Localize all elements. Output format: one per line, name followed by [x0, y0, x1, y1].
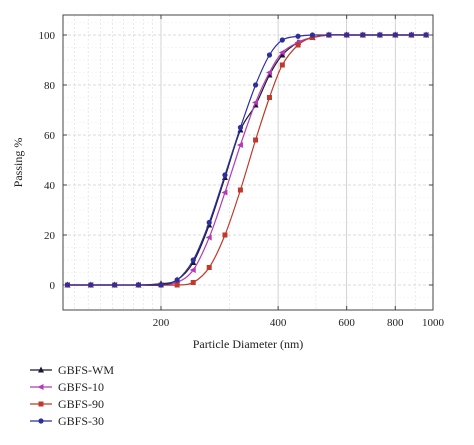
- data-point: [279, 51, 286, 58]
- data-point: [222, 232, 228, 238]
- data-point: [206, 219, 212, 226]
- series-gbfs-30: [64, 32, 429, 288]
- data-point: [190, 280, 196, 285]
- legend-marker: [38, 366, 44, 373]
- series-layer: [63, 31, 430, 288]
- legend-marker: [38, 401, 44, 407]
- x-tick-label: 800: [387, 317, 404, 329]
- plot-frame: [62, 14, 434, 311]
- data-point: [408, 32, 414, 38]
- series-line: [67, 34, 427, 286]
- legend-item: GBFS-30: [30, 414, 104, 428]
- x-tick-label: 1000: [422, 317, 445, 329]
- data-point: [295, 33, 301, 39]
- data-point: [189, 267, 196, 273]
- y-tick-label: 0: [50, 280, 56, 292]
- data-point: [135, 282, 142, 288]
- legend-marker: [37, 384, 44, 390]
- data-point: [174, 277, 180, 283]
- x-tick-label: 400: [270, 317, 287, 329]
- data-point: [222, 172, 228, 178]
- data-point: [237, 187, 243, 193]
- data-point: [279, 37, 285, 43]
- y-axis-title: Passing %: [11, 138, 25, 188]
- grid-layer: [63, 15, 434, 311]
- x-tick-label: 600: [338, 317, 355, 329]
- data-point: [392, 32, 398, 38]
- data-point: [190, 257, 196, 263]
- data-point: [252, 82, 259, 88]
- data-point: [88, 282, 94, 288]
- y-tick-label: 100: [39, 30, 56, 42]
- x-axis-title: Particle Diameter (nm): [193, 337, 304, 351]
- data-point: [295, 42, 301, 48]
- y-tick-label: 40: [44, 180, 56, 192]
- data-point: [278, 49, 285, 56]
- data-point: [423, 32, 429, 38]
- data-point: [377, 32, 383, 38]
- data-point: [265, 69, 272, 76]
- x-tick-label: 200: [153, 317, 170, 329]
- data-point: [344, 32, 350, 38]
- data-point: [252, 99, 259, 106]
- data-point: [279, 62, 285, 68]
- data-point: [326, 32, 332, 38]
- data-point: [158, 282, 164, 288]
- data-point: [309, 32, 316, 38]
- y-tick-label: 20: [44, 230, 56, 242]
- legend-label: GBFS-WM: [58, 363, 114, 377]
- y-tick-label: 60: [44, 130, 56, 142]
- data-point: [360, 32, 366, 38]
- data-point: [236, 142, 243, 148]
- series-gbfs-wm: [64, 31, 430, 288]
- data-point: [206, 265, 212, 270]
- legend-label: GBFS-10: [58, 380, 104, 394]
- series-gbfs-10: [63, 32, 429, 288]
- data-point: [64, 282, 71, 288]
- legend-marker: [38, 418, 44, 424]
- data-point: [253, 137, 259, 143]
- data-point: [174, 282, 180, 288]
- data-point: [205, 234, 212, 241]
- legend-item: GBFS-WM: [30, 363, 114, 377]
- data-point: [266, 95, 272, 100]
- data-point: [112, 282, 118, 288]
- y-tick-label: 80: [44, 80, 56, 92]
- legend-item: GBFS-10: [30, 380, 104, 394]
- legend-label: GBFS-90: [58, 397, 104, 411]
- ticks-layer: 200 400 600 800 1000 0 20 40 60 80 100: [39, 15, 445, 329]
- legend-item: GBFS-90: [30, 397, 104, 411]
- data-point: [221, 189, 228, 196]
- data-point: [237, 124, 244, 131]
- data-point: [266, 52, 273, 58]
- legend: GBFS-WM GBFS-10 GBFS-90 GBFS-30: [30, 363, 114, 428]
- legend-label: GBFS-30: [58, 414, 104, 428]
